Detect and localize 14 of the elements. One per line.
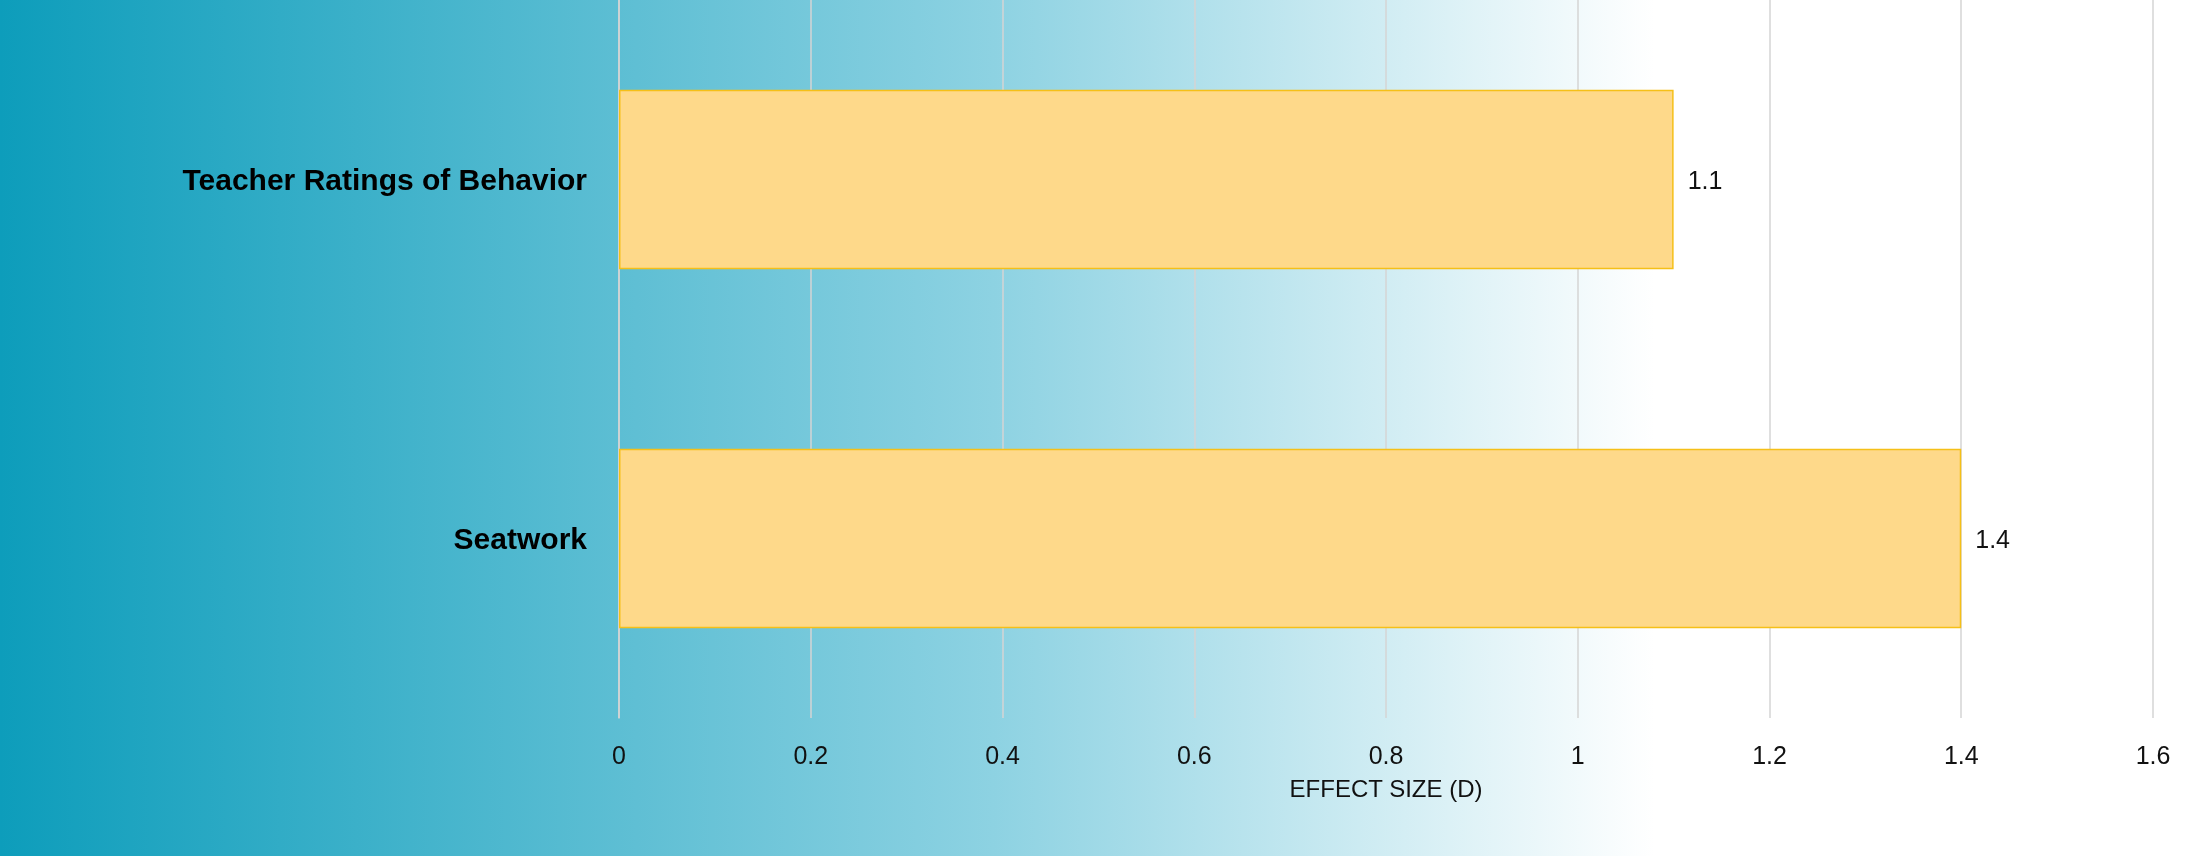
x-axis-title: EFFECT SIZE (D) <box>1289 774 1483 802</box>
y-tick-label: Teacher Ratings of Behavior <box>182 163 588 196</box>
x-tick-label: 0.4 <box>985 740 1020 769</box>
data-label: 1.4 <box>1975 524 2011 553</box>
x-tick-label: 0.8 <box>1368 740 1404 769</box>
y-tick-label: Seatwork <box>453 522 588 555</box>
data-label: 1.1 <box>1687 165 1723 194</box>
x-tick-label: 0.2 <box>793 740 829 769</box>
x-tick-label: 0 <box>612 740 626 769</box>
x-tick-label: 1 <box>1570 740 1585 769</box>
x-tick-label: 1.4 <box>1943 740 1979 769</box>
x-tick-label: 1.6 <box>2135 740 2171 769</box>
x-tick-label: 1.2 <box>1752 740 1787 769</box>
x-tick-label: 0.6 <box>1176 740 1212 769</box>
